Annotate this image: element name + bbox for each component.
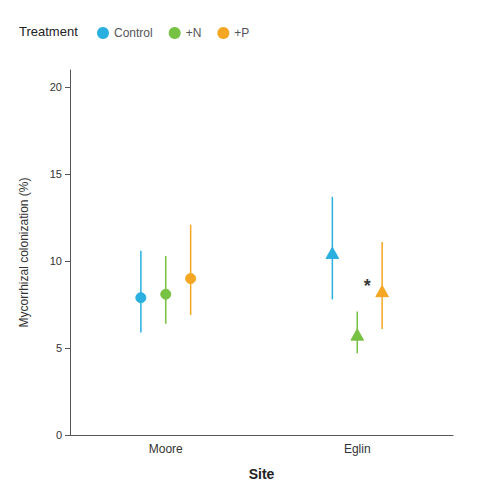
svg-text:Mycorrhizal colonization (%): Mycorrhizal colonization (%) [17, 177, 31, 327]
svg-text:Control: Control [114, 26, 153, 40]
svg-text:15: 15 [50, 168, 62, 180]
svg-text:Eglin: Eglin [344, 442, 371, 456]
svg-text:+N: +N [186, 26, 202, 40]
svg-text:5: 5 [56, 342, 62, 354]
svg-text:Treatment: Treatment [19, 24, 78, 39]
svg-text:Moore: Moore [149, 442, 183, 456]
svg-text:10: 10 [50, 255, 62, 267]
svg-text:20: 20 [50, 81, 62, 93]
svg-text:*: * [364, 276, 371, 296]
svg-text:+P: +P [234, 26, 249, 40]
svg-text:Site: Site [249, 466, 275, 482]
svg-text:0: 0 [56, 429, 62, 441]
